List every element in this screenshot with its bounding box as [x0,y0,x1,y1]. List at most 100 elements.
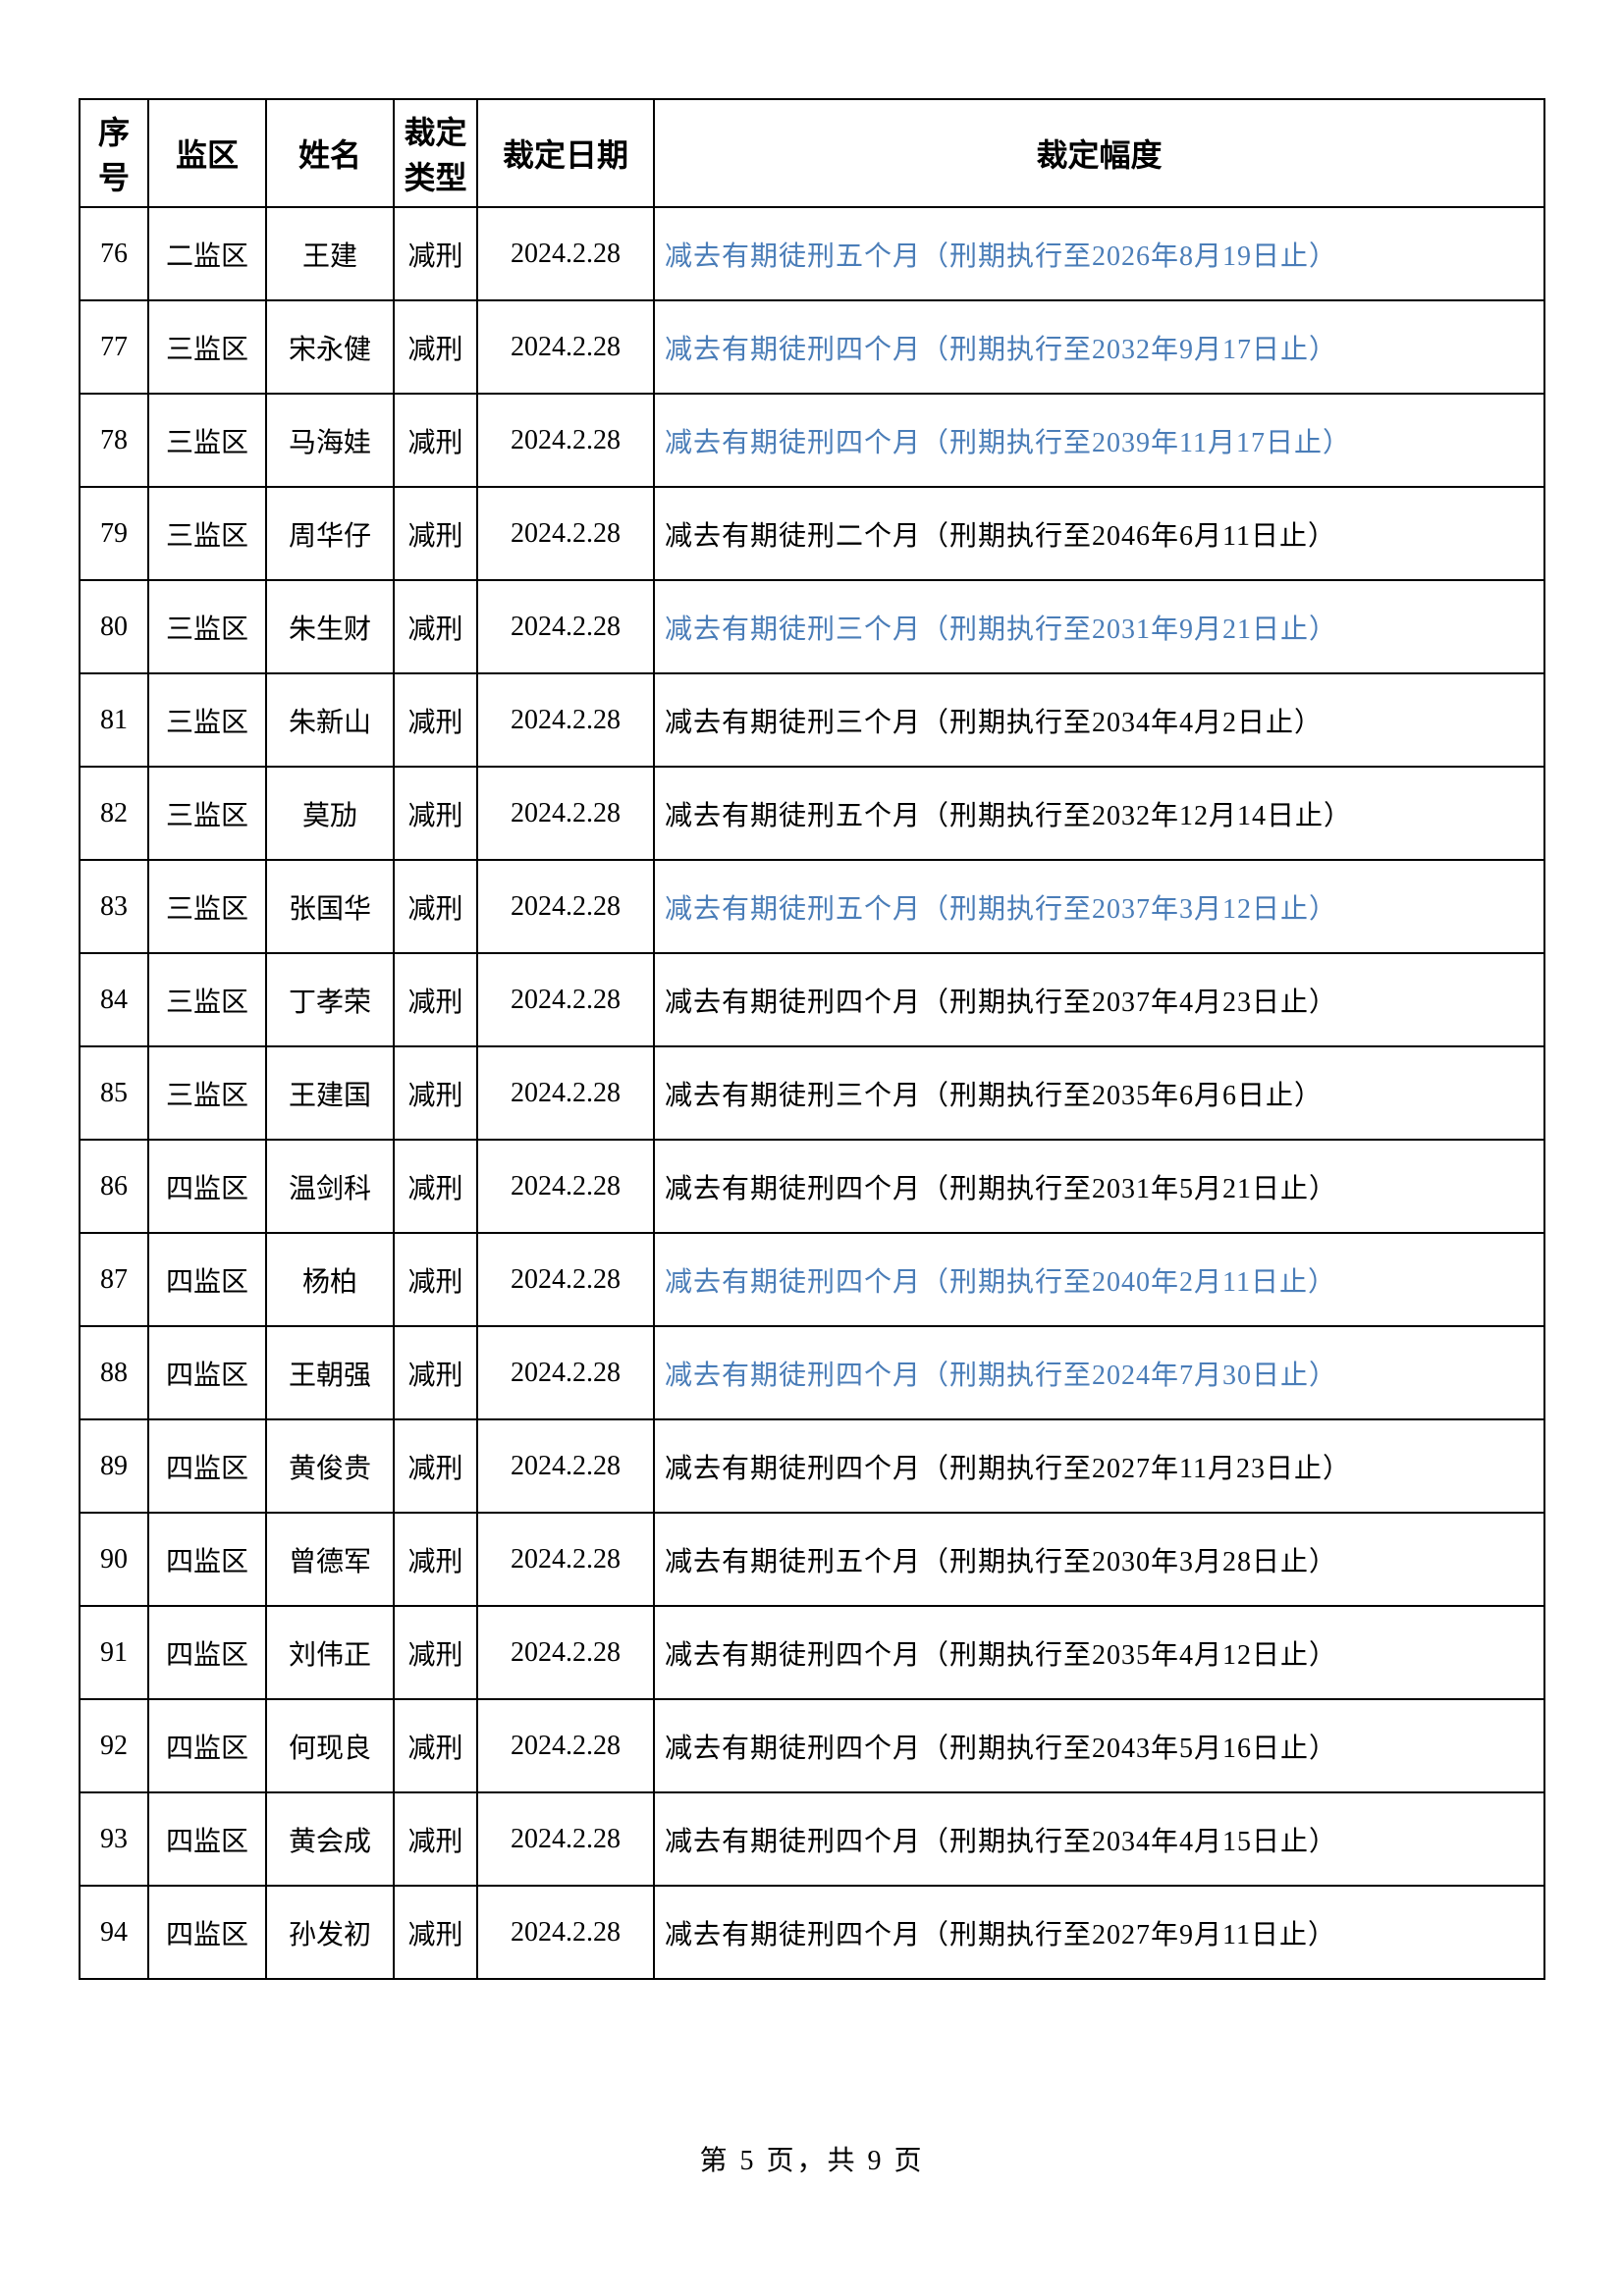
ruling-table: 序 号 监区 姓名 裁定 类型 裁定日期 裁定幅度 76二监区王建减刑2024.… [79,98,1545,1980]
cell-date: 2024.2.28 [477,1886,654,1979]
cell-amplitude: 减去有期徒刑四个月（刑期执行至2043年5月16日止） [654,1699,1544,1792]
cell-type: 减刑 [394,487,477,580]
table-header-row: 序 号 监区 姓名 裁定 类型 裁定日期 裁定幅度 [80,99,1544,207]
cell-seq: 88 [80,1326,148,1419]
table-row: 79三监区周华仔减刑2024.2.28减去有期徒刑二个月（刑期执行至2046年6… [80,487,1544,580]
table-row: 77三监区宋永健减刑2024.2.28减去有期徒刑四个月（刑期执行至2032年9… [80,300,1544,394]
cell-district: 四监区 [148,1326,266,1419]
cell-district: 三监区 [148,394,266,487]
cell-name: 王朝强 [266,1326,394,1419]
header-district: 监区 [148,99,266,207]
cell-date: 2024.2.28 [477,673,654,767]
table-row: 94四监区孙发初减刑2024.2.28减去有期徒刑四个月（刑期执行至2027年9… [80,1886,1544,1979]
cell-type: 减刑 [394,953,477,1046]
cell-seq: 94 [80,1886,148,1979]
cell-type: 减刑 [394,673,477,767]
cell-district: 四监区 [148,1233,266,1326]
table-row: 85三监区王建国减刑2024.2.28减去有期徒刑三个月（刑期执行至2035年6… [80,1046,1544,1140]
table-row: 82三监区莫劢减刑2024.2.28减去有期徒刑五个月（刑期执行至2032年12… [80,767,1544,860]
cell-amplitude[interactable]: 减去有期徒刑四个月（刑期执行至2032年9月17日止） [654,300,1544,394]
cell-seq: 80 [80,580,148,673]
cell-district: 四监区 [148,1606,266,1699]
cell-seq: 87 [80,1233,148,1326]
cell-name: 黄俊贵 [266,1419,394,1513]
cell-district: 三监区 [148,673,266,767]
cell-seq: 78 [80,394,148,487]
cell-amplitude: 减去有期徒刑三个月（刑期执行至2034年4月2日止） [654,673,1544,767]
header-date: 裁定日期 [477,99,654,207]
cell-date: 2024.2.28 [477,1513,654,1606]
table-row: 76二监区王建减刑2024.2.28减去有期徒刑五个月（刑期执行至2026年8月… [80,207,1544,300]
cell-amplitude: 减去有期徒刑三个月（刑期执行至2035年6月6日止） [654,1046,1544,1140]
cell-amplitude[interactable]: 减去有期徒刑四个月（刑期执行至2024年7月30日止） [654,1326,1544,1419]
cell-name: 何现良 [266,1699,394,1792]
table-row: 81三监区朱新山减刑2024.2.28减去有期徒刑三个月（刑期执行至2034年4… [80,673,1544,767]
cell-amplitude[interactable]: 减去有期徒刑四个月（刑期执行至2040年2月11日止） [654,1233,1544,1326]
cell-district: 四监区 [148,1792,266,1886]
cell-district: 三监区 [148,300,266,394]
cell-date: 2024.2.28 [477,1699,654,1792]
cell-district: 三监区 [148,860,266,953]
cell-amplitude: 减去有期徒刑四个月（刑期执行至2035年4月12日止） [654,1606,1544,1699]
table-row: 78三监区马海娃减刑2024.2.28减去有期徒刑四个月（刑期执行至2039年1… [80,394,1544,487]
cell-district: 三监区 [148,487,266,580]
cell-date: 2024.2.28 [477,1326,654,1419]
cell-seq: 79 [80,487,148,580]
table-row: 86四监区温剑科减刑2024.2.28减去有期徒刑四个月（刑期执行至2031年5… [80,1140,1544,1233]
table-row: 90四监区曾德军减刑2024.2.28减去有期徒刑五个月（刑期执行至2030年3… [80,1513,1544,1606]
cell-name: 朱生财 [266,580,394,673]
cell-date: 2024.2.28 [477,1606,654,1699]
cell-type: 减刑 [394,1699,477,1792]
table-row: 87四监区杨柏减刑2024.2.28减去有期徒刑四个月（刑期执行至2040年2月… [80,1233,1544,1326]
cell-amplitude: 减去有期徒刑二个月（刑期执行至2046年6月11日止） [654,487,1544,580]
cell-seq: 91 [80,1606,148,1699]
cell-name: 马海娃 [266,394,394,487]
table-row: 89四监区黄俊贵减刑2024.2.28减去有期徒刑四个月（刑期执行至2027年1… [80,1419,1544,1513]
cell-seq: 83 [80,860,148,953]
cell-type: 减刑 [394,767,477,860]
cell-date: 2024.2.28 [477,1046,654,1140]
cell-name: 丁孝荣 [266,953,394,1046]
cell-type: 减刑 [394,1792,477,1886]
cell-type: 减刑 [394,1233,477,1326]
cell-district: 四监区 [148,1513,266,1606]
cell-date: 2024.2.28 [477,1792,654,1886]
header-amplitude: 裁定幅度 [654,99,1544,207]
cell-seq: 92 [80,1699,148,1792]
cell-type: 减刑 [394,1513,477,1606]
table-row: 93四监区黄会成减刑2024.2.28减去有期徒刑四个月（刑期执行至2034年4… [80,1792,1544,1886]
cell-type: 减刑 [394,1606,477,1699]
table-row: 80三监区朱生财减刑2024.2.28减去有期徒刑三个月（刑期执行至2031年9… [80,580,1544,673]
cell-district: 三监区 [148,1046,266,1140]
cell-name: 杨柏 [266,1233,394,1326]
cell-seq: 89 [80,1419,148,1513]
cell-district: 四监区 [148,1140,266,1233]
cell-name: 刘伟正 [266,1606,394,1699]
header-name: 姓名 [266,99,394,207]
cell-seq: 93 [80,1792,148,1886]
cell-amplitude[interactable]: 减去有期徒刑四个月（刑期执行至2039年11月17日止） [654,394,1544,487]
cell-name: 温剑科 [266,1140,394,1233]
cell-date: 2024.2.28 [477,953,654,1046]
cell-type: 减刑 [394,860,477,953]
cell-type: 减刑 [394,1326,477,1419]
cell-amplitude[interactable]: 减去有期徒刑三个月（刑期执行至2031年9月21日止） [654,580,1544,673]
cell-amplitude: 减去有期徒刑四个月（刑期执行至2027年9月11日止） [654,1886,1544,1979]
cell-amplitude[interactable]: 减去有期徒刑五个月（刑期执行至2026年8月19日止） [654,207,1544,300]
header-seq: 序 号 [80,99,148,207]
cell-name: 王建 [266,207,394,300]
cell-amplitude[interactable]: 减去有期徒刑五个月（刑期执行至2037年3月12日止） [654,860,1544,953]
cell-district: 四监区 [148,1419,266,1513]
table-row: 92四监区何现良减刑2024.2.28减去有期徒刑四个月（刑期执行至2043年5… [80,1699,1544,1792]
cell-name: 宋永健 [266,300,394,394]
cell-type: 减刑 [394,1046,477,1140]
cell-date: 2024.2.28 [477,860,654,953]
table-row: 83三监区张国华减刑2024.2.28减去有期徒刑五个月（刑期执行至2037年3… [80,860,1544,953]
table-row: 88四监区王朝强减刑2024.2.28减去有期徒刑四个月（刑期执行至2024年7… [80,1326,1544,1419]
cell-type: 减刑 [394,394,477,487]
cell-seq: 77 [80,300,148,394]
cell-date: 2024.2.28 [477,487,654,580]
cell-date: 2024.2.28 [477,300,654,394]
cell-date: 2024.2.28 [477,207,654,300]
cell-type: 减刑 [394,1140,477,1233]
